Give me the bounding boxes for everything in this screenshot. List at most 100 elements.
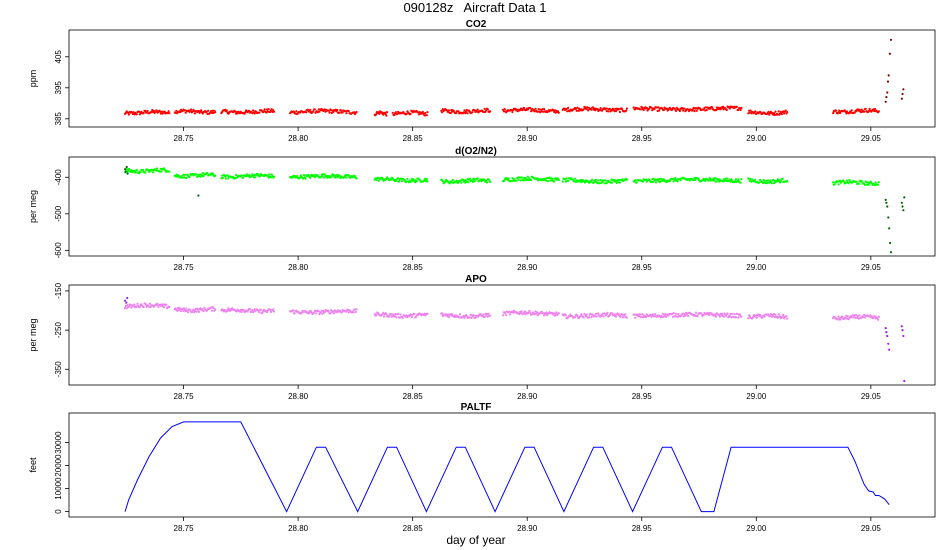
- data-point: [165, 303, 168, 306]
- data-point: [186, 311, 190, 314]
- data-point: [873, 107, 877, 111]
- data-point: [196, 175, 199, 179]
- data-point: [412, 178, 415, 181]
- data-point: [575, 109, 578, 112]
- data-point: [546, 176, 549, 180]
- data-point: [852, 314, 855, 317]
- data-point: [589, 312, 592, 315]
- data-point: [258, 111, 261, 114]
- x-tick-label: 28.75: [174, 263, 195, 272]
- x-tick-label: 29.05: [861, 392, 882, 401]
- x-tick-label: 28.95: [632, 524, 653, 533]
- data-point: [684, 314, 687, 317]
- data-point: [614, 109, 618, 113]
- data-point: [885, 331, 888, 334]
- data-point: [489, 110, 492, 113]
- data-point: [523, 179, 526, 182]
- y-tick-label: 385: [54, 112, 63, 126]
- plot-frame: [68, 29, 936, 128]
- data-point: [602, 315, 605, 318]
- data-point: [174, 307, 177, 310]
- data-point: [774, 313, 777, 316]
- data-point: [683, 313, 686, 316]
- data-point: [441, 312, 444, 315]
- data-point: [472, 314, 475, 317]
- data-point: [418, 178, 421, 182]
- data-point: [127, 113, 131, 116]
- data-point: [134, 171, 137, 174]
- data-point: [522, 176, 526, 180]
- data-point: [526, 175, 530, 178]
- data-point: [557, 111, 560, 114]
- data-point: [584, 181, 587, 184]
- data-point: [327, 109, 330, 112]
- data-point: [424, 112, 427, 115]
- data-point: [336, 108, 339, 112]
- x-tick-label: 29.05: [861, 524, 882, 533]
- data-point: [767, 110, 770, 113]
- data-point: [750, 180, 753, 183]
- data-point: [304, 177, 307, 180]
- data-point: [731, 312, 734, 315]
- data-point: [761, 316, 764, 319]
- data-point: [355, 308, 358, 311]
- data-point: [713, 179, 716, 182]
- data-point: [197, 194, 200, 197]
- data-point: [605, 182, 608, 185]
- data-point: [246, 310, 249, 313]
- data-point: [609, 181, 612, 184]
- data-point: [305, 111, 308, 114]
- x-tick-label: 29.00: [746, 134, 767, 143]
- data-point: [529, 311, 532, 314]
- data-point: [136, 302, 139, 305]
- y-tick-label: -500: [54, 205, 63, 222]
- x-tick-label: 28.85: [403, 392, 424, 401]
- data-point: [486, 108, 489, 111]
- data-point: [856, 315, 860, 318]
- data-point: [421, 110, 424, 114]
- data-point: [658, 178, 661, 181]
- data-point: [451, 313, 454, 316]
- data-point: [903, 379, 906, 383]
- data-point: [606, 311, 609, 314]
- data-point: [334, 176, 337, 179]
- data-point: [654, 313, 657, 316]
- plot-frame: [68, 156, 936, 257]
- data-point: [555, 311, 558, 314]
- data-point: [781, 177, 784, 180]
- data-point: [159, 112, 162, 115]
- data-point: [674, 109, 678, 112]
- data-point: [193, 309, 197, 312]
- data-point: [884, 198, 887, 201]
- data-point: [681, 109, 685, 112]
- data-point: [313, 108, 316, 111]
- data-point: [835, 109, 838, 112]
- data-point: [489, 180, 492, 184]
- data-point: [344, 174, 347, 177]
- data-point: [465, 110, 468, 113]
- data-point: [665, 107, 668, 110]
- data-point: [784, 109, 787, 112]
- data-point: [657, 106, 660, 109]
- data-point: [347, 311, 350, 314]
- data-point: [900, 97, 903, 100]
- data-point: [447, 315, 451, 318]
- y-axis-label: ppm: [28, 70, 38, 88]
- data-point: [126, 304, 129, 307]
- data-point: [708, 177, 712, 180]
- data-point: [587, 109, 590, 112]
- data-point: [345, 310, 348, 313]
- data-point: [614, 180, 618, 183]
- data-point: [886, 91, 889, 94]
- data-point: [522, 179, 525, 182]
- data-point: [272, 310, 276, 313]
- data-point: [347, 174, 350, 177]
- data-point: [563, 178, 567, 181]
- data-point: [587, 316, 591, 319]
- data-point: [786, 179, 789, 183]
- data-point: [863, 110, 866, 113]
- data-point: [457, 110, 460, 113]
- data-point: [902, 209, 905, 212]
- data-point: [340, 109, 343, 112]
- data-point: [211, 309, 214, 312]
